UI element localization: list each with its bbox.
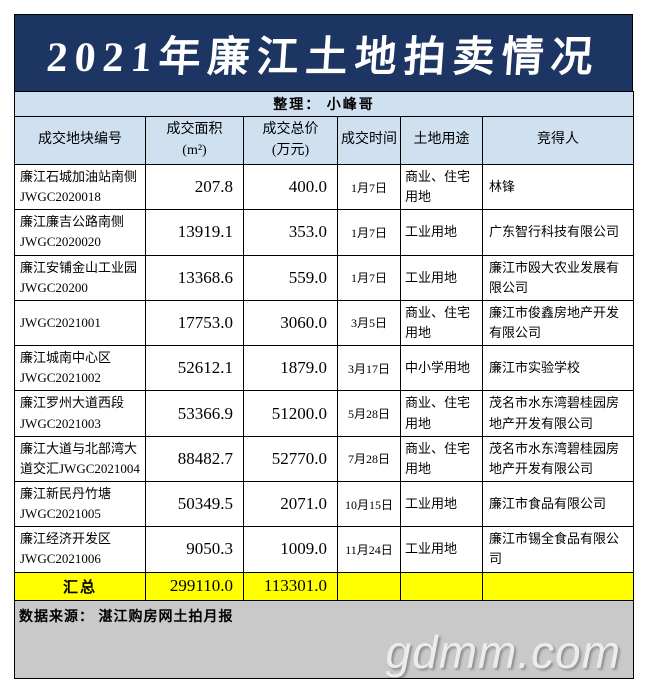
table-row: 廉江石城加油站南侧 JWGC2020018 207.8 400.0 1月7日 商…	[14, 163, 635, 211]
area-cell: 17753.0	[145, 299, 244, 347]
area-cell: 207.8	[145, 163, 244, 211]
table-row: 廉江廉吉公路南侧 JWGC2020020 13919.1 353.0 1月7日 …	[14, 209, 635, 256]
use-cell: 工业用地	[400, 526, 483, 573]
header-row: 成交地块编号 成交面积 (m²) 成交总价 (万元) 成交时间 土地用途 竞得人	[14, 116, 635, 165]
area-cell: 88482.7	[145, 435, 244, 482]
watermark: gdmm.com	[385, 625, 622, 678]
winner-cell: 廉江市食品有限公司	[481, 480, 635, 528]
use-cell: 工业用地	[400, 480, 483, 528]
table-row: JWGC2021001 17753.0 3060.0 3月5日 商业、住宅用地 …	[14, 299, 635, 347]
area-cell: 52612.1	[145, 345, 244, 392]
price-cell: 51200.0	[243, 390, 338, 437]
compiler-row: 整理： 小峰哥	[13, 91, 635, 117]
table-row: 廉江罗州大道西段 JWGC2021003 53366.9 51200.0 5月2…	[14, 390, 635, 437]
use-cell: 商业、住宅用地	[400, 299, 483, 347]
winner-cell: 广东智行科技有限公司	[481, 209, 635, 256]
compiler-note: 整理： 小峰哥	[13, 91, 635, 117]
footer-cell: 数据来源： 湛江购房网土拍月报 gdmm.com	[13, 599, 635, 679]
sheet: 2021年廉江土地拍卖情况 整理： 小峰哥 成交地块编号 成交面积 (m²) 成…	[13, 14, 635, 679]
table-row: 廉江安铺金山工业园 JWGC20200 13368.6 559.0 1月7日 工…	[14, 254, 635, 301]
use-cell: 商业、住宅用地	[400, 390, 483, 437]
price-cell: 1879.0	[243, 345, 338, 392]
area-cell: 13368.6	[145, 254, 244, 301]
land-auction-table: 整理： 小峰哥 成交地块编号 成交面积 (m²) 成交总价 (万元) 成交时间	[13, 91, 635, 679]
area-cell: 53366.9	[145, 390, 244, 437]
price-cell: 1009.0	[243, 526, 338, 573]
winner-cell: 茂名市水东湾碧桂园房地产开发有限公司	[481, 390, 635, 437]
date-cell: 5月28日	[337, 390, 401, 437]
winner-cell: 廉江市殴大农业发展有限公司	[481, 254, 635, 301]
summary-empty-cell	[337, 571, 401, 601]
summary-row: 汇总 299110.0 113301.0	[14, 571, 635, 601]
table-row: 廉江经济开发区 JWGC2021006 9050.3 1009.0 11月24日…	[14, 526, 635, 573]
table-row: 廉江新民丹竹塘 JWGC2021005 50349.5 2071.0 10月15…	[14, 480, 635, 528]
col-header-area: 成交面积 (m²)	[145, 116, 244, 165]
date-cell: 1月7日	[337, 209, 401, 256]
area-cell: 50349.5	[145, 480, 244, 528]
winner-cell: 廉江市实验学校	[481, 345, 635, 392]
winner-cell: 林锋	[481, 163, 635, 211]
plot-cell: 廉江大道与北部湾大 道交汇JWGC2021004	[14, 435, 146, 482]
table-row: 廉江城南中心区 JWGC2021002 52612.1 1879.0 3月17日…	[14, 345, 635, 392]
date-cell: 3月17日	[337, 345, 401, 392]
page-title: 2021年廉江土地拍卖情况	[45, 34, 602, 81]
winner-cell: 茂名市水东湾碧桂园房地产开发有限公司	[481, 435, 635, 482]
price-cell: 2071.0	[243, 480, 338, 528]
col-header-total-price: 成交总价 (万元)	[243, 116, 338, 165]
summary-empty-cell	[481, 571, 635, 601]
price-cell: 559.0	[243, 254, 338, 301]
plot-cell: JWGC2021001	[14, 299, 146, 347]
use-cell: 商业、住宅用地	[400, 163, 483, 211]
footer-row: 数据来源： 湛江购房网土拍月报 gdmm.com	[13, 599, 635, 679]
winner-cell: 廉江市俊鑫房地产开发有限公司	[481, 299, 635, 347]
price-cell: 52770.0	[243, 435, 338, 482]
use-cell: 中小学用地	[400, 345, 483, 392]
date-cell: 1月7日	[337, 163, 401, 211]
price-cell: 400.0	[243, 163, 338, 211]
plot-cell: 廉江城南中心区 JWGC2021002	[14, 345, 146, 392]
plot-cell: 廉江安铺金山工业园 JWGC20200	[14, 254, 146, 301]
source-note: 数据来源： 湛江购房网土拍月报	[19, 609, 234, 625]
title-banner: 2021年廉江土地拍卖情况	[14, 14, 633, 92]
summary-area-total: 299110.0	[145, 571, 244, 601]
col-header-deal-date: 成交时间	[337, 116, 401, 165]
plot-cell: 廉江廉吉公路南侧 JWGC2020020	[14, 209, 146, 256]
date-cell: 10月15日	[337, 480, 401, 528]
col-header-winner: 竞得人	[481, 116, 635, 165]
area-cell: 9050.3	[145, 526, 244, 573]
col-header-land-use: 土地用途	[400, 116, 483, 165]
summary-label: 汇总	[14, 571, 146, 601]
date-cell: 1月7日	[337, 254, 401, 301]
winner-cell: 廉江市锡全食品有限公司	[481, 526, 635, 573]
plot-cell: 廉江石城加油站南侧 JWGC2020018	[14, 163, 146, 211]
plot-cell: 廉江经济开发区 JWGC2021006	[14, 526, 146, 573]
area-cell: 13919.1	[145, 209, 244, 256]
col-header-plot-id: 成交地块编号	[14, 116, 146, 165]
price-cell: 3060.0	[243, 299, 338, 347]
price-cell: 353.0	[243, 209, 338, 256]
date-cell: 7月28日	[337, 435, 401, 482]
date-cell: 3月5日	[337, 299, 401, 347]
plot-cell: 廉江新民丹竹塘 JWGC2021005	[14, 480, 146, 528]
table-row: 廉江大道与北部湾大 道交汇JWGC2021004 88482.7 52770.0…	[14, 435, 635, 482]
use-cell: 工业用地	[400, 209, 483, 256]
summary-price-total: 113301.0	[243, 571, 338, 601]
use-cell: 商业、住宅用地	[400, 435, 483, 482]
summary-empty-cell	[400, 571, 483, 601]
date-cell: 11月24日	[337, 526, 401, 573]
use-cell: 工业用地	[400, 254, 483, 301]
plot-cell: 廉江罗州大道西段 JWGC2021003	[14, 390, 146, 437]
